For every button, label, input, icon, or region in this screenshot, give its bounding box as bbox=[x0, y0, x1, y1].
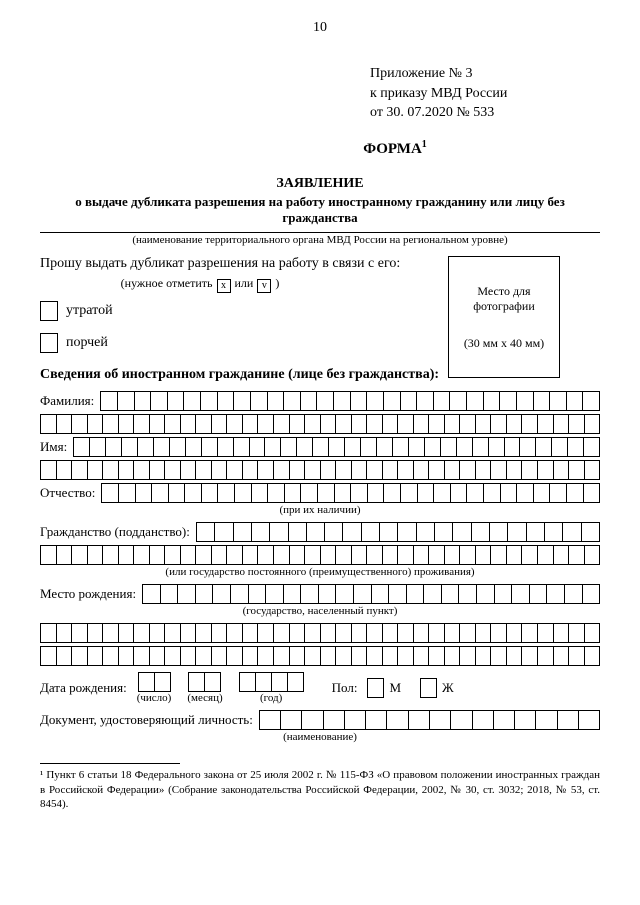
footnote: ¹ Пункт 6 статьи 18 Федерального закона … bbox=[40, 768, 600, 811]
gender-m-letter: М bbox=[388, 680, 402, 696]
name-cells[interactable] bbox=[73, 437, 600, 457]
checkbox-loss[interactable] bbox=[40, 301, 58, 321]
name-cells-2[interactable] bbox=[40, 460, 600, 480]
birthplace-label: Место рождения: bbox=[40, 584, 142, 604]
gender-label: Пол: bbox=[332, 680, 364, 696]
patronymic-row: Отчество: bbox=[40, 483, 600, 503]
page: 10 Приложение № 3 к приказу МВД России о… bbox=[0, 0, 640, 851]
citizenship-hint: (или государство постоянного (преимущест… bbox=[40, 566, 600, 578]
option-damage-label: порчей bbox=[66, 335, 108, 351]
month-label: (месяц) bbox=[187, 692, 222, 704]
surname-cells-2[interactable] bbox=[40, 414, 600, 434]
surname-cells[interactable] bbox=[100, 391, 600, 411]
birthplace-cells[interactable] bbox=[142, 584, 600, 604]
form-heading: ФОРМА1 bbox=[190, 139, 600, 158]
form-sup: 1 bbox=[422, 139, 427, 150]
name-row: Имя: bbox=[40, 437, 600, 457]
birthdate-gender-row: Дата рождения: (число) (месяц) (год) Пол… bbox=[40, 672, 600, 704]
org-line bbox=[40, 232, 600, 233]
surname-label: Фамилия: bbox=[40, 391, 100, 411]
photo-caption-1: Место для фотографии bbox=[449, 284, 559, 314]
patronymic-cells[interactable] bbox=[101, 483, 600, 503]
attachment-block: Приложение № 3 к приказу МВД России от 3… bbox=[370, 64, 600, 123]
patronymic-label: Отчество: bbox=[40, 483, 101, 503]
birthplace-cells-3[interactable] bbox=[40, 646, 600, 666]
footnote-separator bbox=[40, 763, 180, 764]
surname-row: Фамилия: bbox=[40, 391, 600, 411]
attachment-line-1: Приложение № 3 bbox=[370, 64, 600, 84]
document-hint: (наименование) bbox=[40, 731, 600, 743]
gender-m-box[interactable] bbox=[367, 678, 384, 698]
citizenship-cells[interactable] bbox=[196, 522, 600, 542]
title: ЗАЯВЛЕНИЕ bbox=[40, 176, 600, 192]
page-number: 10 bbox=[40, 20, 600, 36]
document-row: Документ, удостоверяющий личность: bbox=[40, 710, 600, 730]
citizenship-label: Гражданство (подданство): bbox=[40, 522, 196, 542]
mark-x-icon: x bbox=[217, 279, 231, 293]
document-cells[interactable] bbox=[259, 710, 600, 730]
document-label: Документ, удостоверяющий личность: bbox=[40, 710, 259, 730]
photo-box: Место для фотографии (30 мм x 40 мм) bbox=[448, 256, 560, 378]
birthplace-hint: (государство, населенный пункт) bbox=[40, 605, 600, 617]
citizenship-cells-2[interactable] bbox=[40, 545, 600, 565]
attachment-line-2: к приказу МВД России bbox=[370, 84, 600, 104]
checkbox-damage[interactable] bbox=[40, 333, 58, 353]
patronymic-hint: (при их наличии) bbox=[40, 504, 600, 516]
gender-f-box[interactable] bbox=[420, 678, 437, 698]
option-loss-label: утратой bbox=[66, 303, 113, 319]
check-hint: (нужное отметить x или v ) bbox=[40, 276, 360, 293]
birthdate-day[interactable] bbox=[138, 672, 171, 692]
gender-f-letter: Ж bbox=[441, 680, 455, 696]
org-hint: (наименование территориального органа МВ… bbox=[40, 234, 600, 246]
year-label: (год) bbox=[260, 692, 282, 704]
birthdate-year[interactable] bbox=[239, 672, 304, 692]
birthplace-cells-2[interactable] bbox=[40, 623, 600, 643]
subtitle: о выдаче дубликата разрешения на работу … bbox=[40, 194, 600, 227]
name-label: Имя: bbox=[40, 437, 73, 457]
mark-v-icon: v bbox=[257, 279, 271, 293]
photo-caption-2: (30 мм x 40 мм) bbox=[449, 336, 559, 351]
birthdate-month[interactable] bbox=[188, 672, 221, 692]
birthplace-row: Место рождения: bbox=[40, 584, 600, 604]
day-label: (число) bbox=[137, 692, 172, 704]
citizenship-row: Гражданство (подданство): bbox=[40, 522, 600, 542]
attachment-line-3: от 30. 07.2020 № 533 bbox=[370, 103, 600, 123]
birthdate-label: Дата рождения: bbox=[40, 680, 133, 696]
